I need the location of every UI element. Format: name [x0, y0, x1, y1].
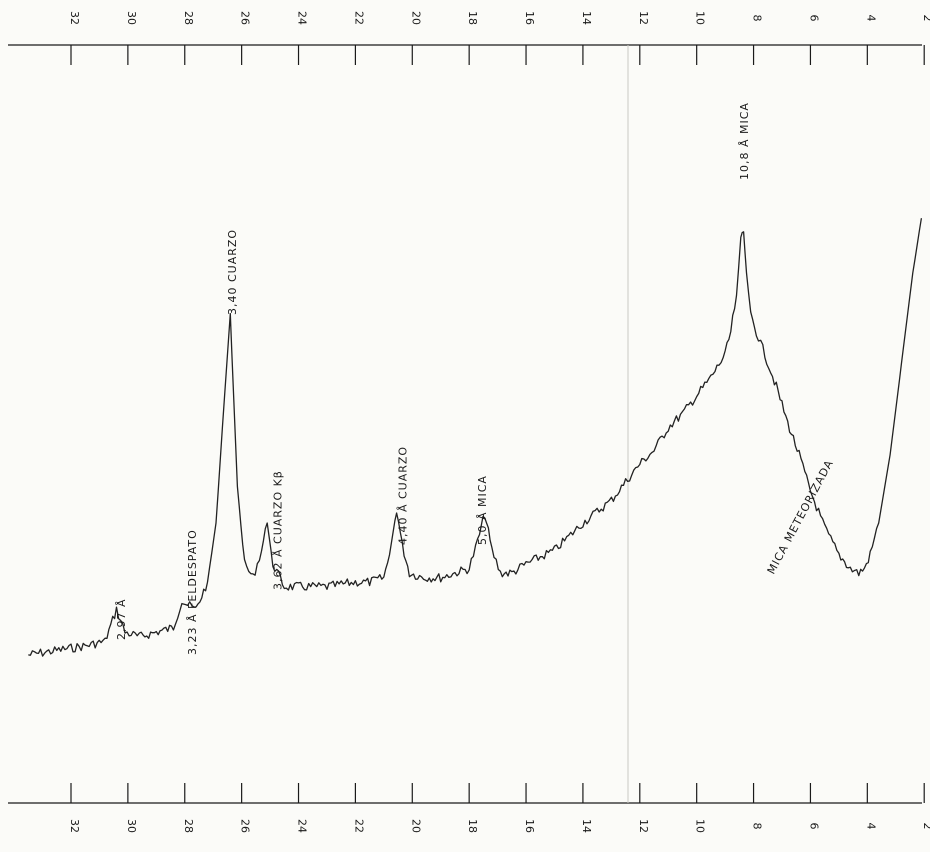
top-tick-label-22: 22 [352, 11, 365, 25]
top-tick-label-12: 12 [637, 11, 650, 25]
top-tick-label-14: 14 [580, 11, 593, 25]
peak-label-8: MICA METEORIZADA [765, 457, 837, 576]
bottom-tick-label-24: 24 [296, 819, 309, 833]
bottom-tick-label-26: 26 [239, 819, 252, 833]
bottom-tick-label-16: 16 [523, 819, 536, 833]
top-tick-label-32: 32 [68, 11, 81, 25]
bottom-tick-label-18: 18 [466, 819, 479, 833]
bottom-tick-label-4: 4 [864, 823, 877, 830]
peak-label-3: 3,40 CUARZO [226, 229, 239, 315]
bottom-tick-label-20: 20 [409, 819, 422, 833]
bottom-tick-label-30: 30 [125, 819, 138, 833]
top-tick-label-18: 18 [466, 11, 479, 25]
bottom-tick-label-28: 28 [182, 819, 195, 833]
top-tick-label-16: 16 [523, 11, 536, 25]
bottom-tick-label-8: 8 [751, 823, 764, 830]
top-tick-label-20: 20 [409, 11, 422, 25]
peak-label-2: 3,23 Å FELDESPATO [186, 529, 199, 655]
bottom-tick-label-10: 10 [694, 819, 707, 833]
peak-label-4: 3,62 Å CUARZO Kβ [271, 470, 284, 590]
top-tick-label-6: 6 [807, 15, 820, 22]
bottom-tick-label-2: 2 [921, 823, 930, 830]
top-tick-label-10: 10 [694, 11, 707, 25]
top-tick-label-28: 28 [182, 11, 195, 25]
bottom-axis: 32 30 28 26 24 22 20 18 16 14 12 10 8 6 4 2 [8, 783, 930, 833]
top-tick-label-30: 30 [125, 11, 138, 25]
diffraction-trace [28, 218, 923, 657]
bottom-tick-label-6: 6 [807, 823, 820, 830]
peak-label-7: 10,8 Å MICA [738, 102, 751, 180]
top-tick-label-8: 8 [751, 15, 764, 22]
top-tick-label-4: 4 [864, 15, 877, 22]
bottom-tick-label-12: 12 [637, 819, 650, 833]
top-tick-label-24: 24 [296, 11, 309, 25]
top-tick-label-2: 2 [921, 15, 930, 22]
peak-label-6: 5,0 Å MICA [476, 475, 489, 545]
bottom-tick-label-32: 32 [68, 819, 81, 833]
peak-label-1: 2,97 Å [115, 598, 128, 640]
bottom-tick-label-22: 22 [352, 819, 365, 833]
bottom-tick-label-14: 14 [580, 819, 593, 833]
top-tick-label-26: 26 [239, 11, 252, 25]
peak-label-5: 4,40 Å CUARZO [397, 446, 410, 545]
top-axis: 32 30 28 26 24 22 20 18 16 14 12 10 8 6 4 2 [8, 11, 930, 65]
